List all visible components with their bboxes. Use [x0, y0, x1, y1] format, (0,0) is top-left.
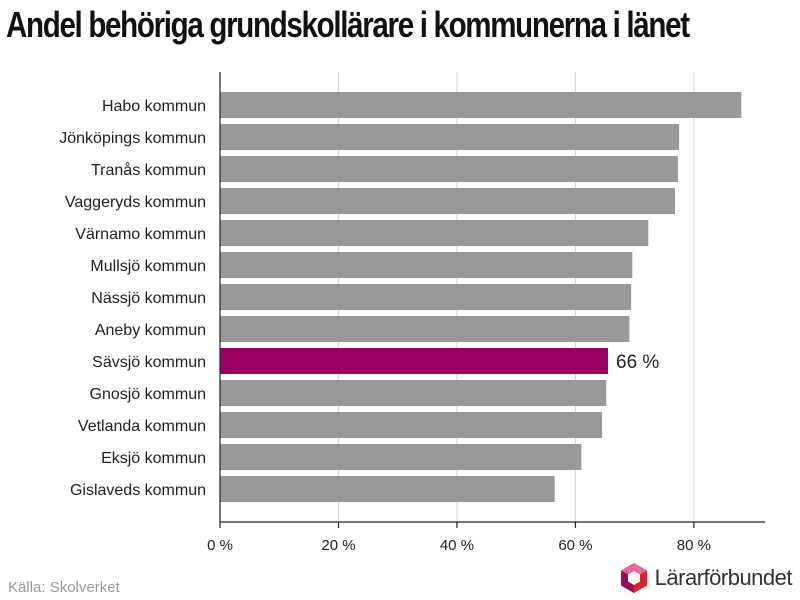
bar: [220, 252, 633, 278]
bar: [220, 476, 555, 502]
bar: [220, 316, 630, 342]
category-label: Habo kommun: [102, 98, 206, 115]
source-note: Källa: Skolverket: [8, 579, 120, 596]
bar: [220, 412, 603, 438]
bar: [220, 188, 675, 214]
category-label: Vaggeryds kommun: [65, 194, 206, 211]
bar: [220, 124, 680, 150]
category-label: Gnosjö kommun: [90, 386, 207, 403]
x-tick-label: 0 %: [207, 537, 233, 554]
x-tick-label: 80 %: [677, 537, 711, 554]
category-label: Sävsjö kommun: [92, 354, 206, 371]
data-label: 66 %: [616, 352, 659, 373]
logo-hexagon-icon: [620, 563, 647, 593]
bar: [220, 380, 607, 406]
bar: [220, 92, 742, 118]
bar: [220, 220, 649, 246]
category-label: Värnamo kommun: [75, 226, 206, 243]
bar-highlighted: [220, 348, 609, 374]
category-label: Tranås kommun: [91, 161, 206, 179]
category-label: Aneby kommun: [95, 322, 206, 339]
bar: [220, 284, 632, 310]
x-tick-label: 40 %: [440, 537, 474, 554]
lararforbundet-logo: Lärarförbundet: [619, 562, 793, 594]
bar: [220, 156, 678, 182]
category-label: Vetlanda kommun: [78, 418, 206, 435]
category-label: Mullsjö kommun: [90, 258, 206, 275]
category-label: Jönköpings kommun: [59, 130, 206, 147]
logo-text: Lärarförbundet: [654, 565, 793, 590]
category-label: Gislaveds kommun: [70, 482, 206, 499]
category-label: Nässjö kommun: [91, 290, 206, 307]
x-tick-label: 60 %: [558, 537, 592, 554]
category-label: Eksjö kommun: [101, 450, 206, 467]
bar: [220, 444, 582, 470]
chart-title: Andel behöriga grundskollärare i kommune…: [6, 4, 690, 45]
x-tick-label: 20 %: [321, 537, 355, 554]
